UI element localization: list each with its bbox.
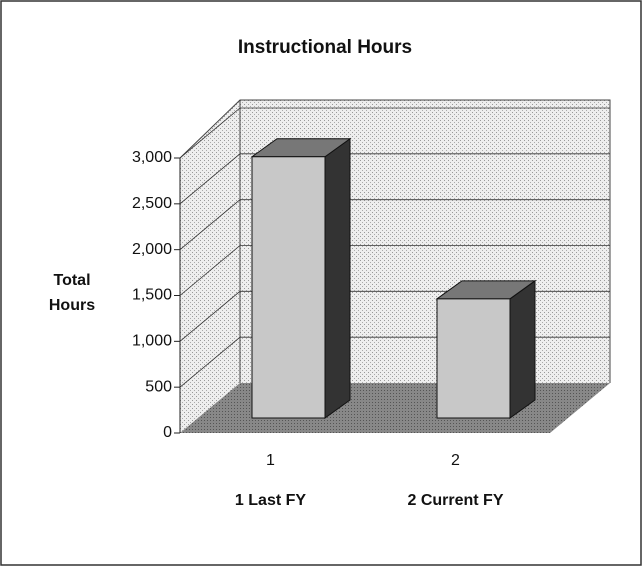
y-tick-label: 0	[163, 424, 172, 441]
bar-side	[509, 279, 536, 419]
y-axis-label: Total Hours	[48, 272, 96, 314]
category-label: 1 Last FY	[235, 492, 306, 509]
category-label: 2 Current FY	[407, 492, 503, 509]
y-tick-label: 2,000	[132, 241, 172, 258]
bar-front	[251, 156, 326, 419]
grid-line	[179, 107, 610, 159]
grid-line	[179, 245, 610, 296]
bar	[250, 137, 352, 419]
y-tick-label: 3,000	[132, 149, 172, 166]
grid-line	[179, 153, 610, 205]
y-tick-label: 500	[145, 378, 172, 395]
x-tick-label: 2	[451, 452, 460, 469]
grid-line	[179, 199, 610, 250]
x-tick-label: 1	[266, 452, 275, 469]
y-tick-label: 1,500	[132, 287, 172, 304]
bar	[435, 279, 537, 419]
y-tick-label: 1,000	[132, 333, 172, 350]
bar-front	[436, 298, 511, 419]
floor	[180, 383, 610, 433]
bar-side	[324, 137, 351, 419]
wall-edge	[179, 99, 611, 383]
y-tick-label: 2,500	[132, 195, 172, 212]
chart-title: Instructional Hours	[238, 37, 412, 58]
